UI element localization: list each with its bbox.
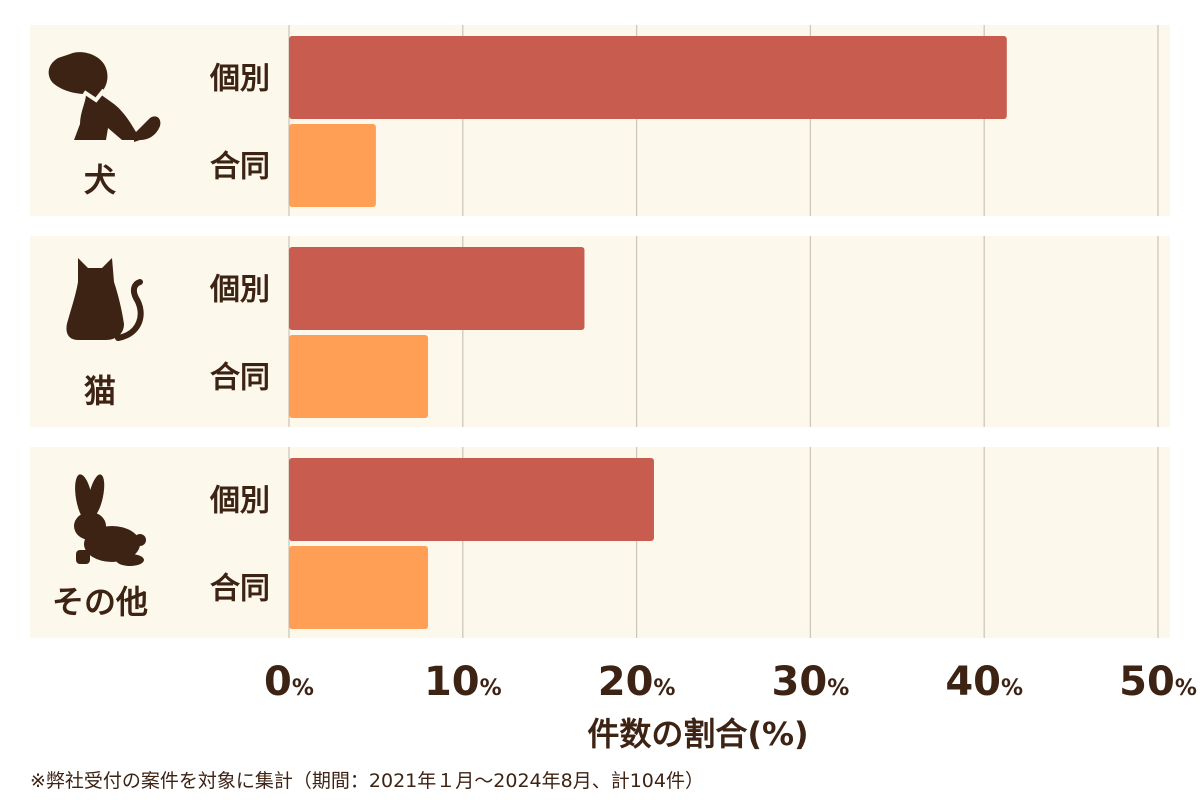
- bar-合同-0: [289, 124, 376, 207]
- series-label-0-1: 個別: [209, 273, 270, 308]
- tick-label-4: 40%: [945, 659, 1023, 705]
- group-label-0: 犬: [84, 161, 116, 199]
- bar-合同-2: [289, 546, 429, 629]
- bar-個別-1: [289, 247, 585, 330]
- tick-label-3: 30%: [772, 659, 850, 705]
- dog-icon: [48, 52, 161, 142]
- bar-合同-1: [289, 335, 429, 418]
- tick-label-1: 10%: [424, 659, 502, 705]
- bar-個別-0: [289, 36, 1007, 119]
- group-label-1: 猫: [84, 372, 116, 410]
- x-axis-label: 件数の割合(%): [587, 715, 808, 753]
- tick-label-5: 50%: [1119, 659, 1197, 705]
- cat-icon: [66, 258, 144, 341]
- series-label-1-1: 合同: [210, 361, 270, 396]
- series-label-1-2: 合同: [210, 572, 270, 607]
- tick-label-0: 0%: [264, 659, 314, 705]
- rabbit-icon: [74, 474, 146, 566]
- series-label-1-0: 合同: [210, 150, 270, 185]
- footnote: ※弊社受付の案件を対象に集計（期間：2021年１月～2024年8月、計104件）: [30, 770, 704, 792]
- series-label-0-2: 個別: [209, 484, 270, 519]
- series-label-0-0: 個別: [209, 62, 270, 97]
- tick-label-2: 20%: [598, 659, 676, 705]
- group-panel-1: [30, 236, 1170, 427]
- group-label-2: その他: [52, 583, 148, 621]
- bar-個別-2: [289, 458, 654, 541]
